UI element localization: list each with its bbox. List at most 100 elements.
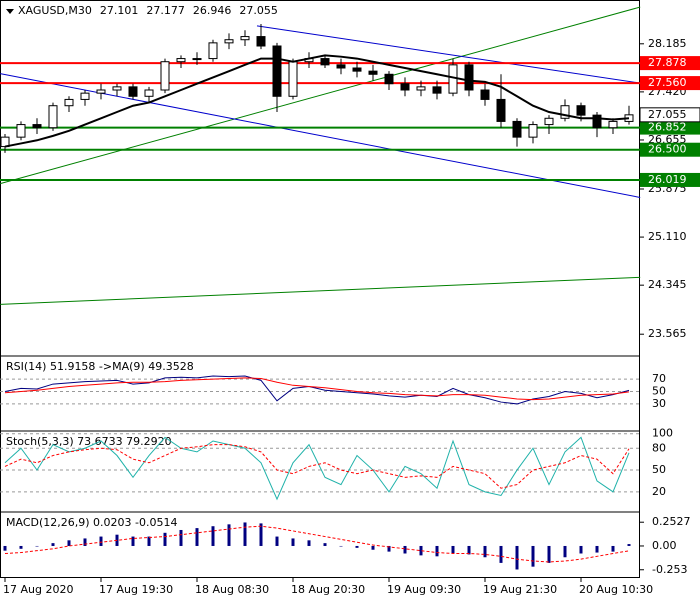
- histogram-bar: [515, 545, 519, 570]
- histogram-bar: [451, 545, 455, 554]
- indicator-title: Stoch(5,3,3) 73.6733 79.2920: [6, 435, 172, 448]
- last-price-tag: [639, 107, 700, 123]
- candle-body: [432, 86, 442, 94]
- x-tick-label: 18 Aug 08:30: [195, 583, 269, 596]
- y-tick-label: 23.565: [648, 327, 687, 340]
- candle-body: [16, 124, 26, 138]
- symbol: XAGUSD,M30: [18, 4, 92, 17]
- histogram-bar: [627, 544, 631, 546]
- histogram-bar: [67, 540, 71, 546]
- candle-body: [224, 39, 234, 44]
- histogram-bar: [35, 545, 39, 547]
- trendline: [0, 276, 641, 305]
- last-price-label: 27.055: [648, 108, 687, 121]
- header-value: 27.101: [100, 4, 139, 17]
- level-tag: [640, 120, 700, 135]
- y-tick-label: 24.345: [648, 278, 687, 291]
- candle-body: [464, 64, 474, 91]
- candle-body: [320, 58, 330, 66]
- candle-body: [368, 70, 378, 75]
- level-tag: [640, 142, 700, 157]
- histogram-bar: [307, 540, 311, 546]
- x-tick-label: 19 Aug 09:30: [387, 583, 461, 596]
- histogram-bar: [531, 545, 535, 567]
- candle-body: [576, 105, 586, 116]
- y-tick-label: 70: [652, 372, 666, 385]
- histogram-bar: [499, 545, 503, 563]
- level-label: 27.878: [648, 56, 687, 69]
- indicator-title: MACD(12,26,9) 0.0203 -0.0514: [6, 516, 177, 529]
- histogram-bar: [339, 545, 343, 547]
- candle-body: [64, 98, 74, 107]
- candle-body: [496, 98, 506, 122]
- candle-body: [400, 83, 410, 91]
- candle-body: [240, 36, 250, 41]
- histogram-bar: [131, 536, 135, 546]
- candle-body: [592, 114, 602, 129]
- candle-body: [176, 58, 186, 63]
- histogram-bar: [483, 545, 487, 558]
- indicator-line: [4, 377, 630, 401]
- histogram-bar: [403, 545, 407, 554]
- histogram-bar: [547, 545, 551, 563]
- histogram-bar: [563, 545, 567, 558]
- x-tick-label: 18 Aug 20:30: [291, 583, 365, 596]
- candle-body: [560, 105, 570, 119]
- histogram-bar: [419, 545, 423, 556]
- histogram-bar: [179, 529, 183, 546]
- y-tick-label: 25.110: [648, 230, 687, 243]
- histogram-bar: [355, 545, 359, 548]
- header-value: 27.177: [146, 4, 185, 17]
- histogram-bar: [195, 528, 199, 546]
- candle-body: [112, 86, 122, 91]
- indicator-line: [4, 375, 630, 405]
- level-label: 26.019: [648, 173, 687, 186]
- indicator-title: RSI(14) 51.9158 ->MA(9) 49.3528: [6, 360, 194, 373]
- candle-body: [336, 64, 346, 69]
- y-tick-label: 50: [652, 463, 666, 476]
- chart-title: XAGUSD,M30 27.101 27.177 26.946 27.055: [18, 4, 278, 17]
- histogram-bar: [467, 545, 471, 555]
- moving-average: [4, 54, 630, 148]
- x-tick-label: 17 Aug 2020: [3, 583, 73, 596]
- symbol-arrow: [6, 9, 14, 14]
- candle-body: [80, 92, 90, 100]
- candle-body: [608, 120, 618, 129]
- histogram-bar: [163, 532, 167, 546]
- indicator-line: [4, 436, 630, 501]
- y-tick-label: 20: [652, 485, 666, 498]
- candle-body: [352, 67, 362, 72]
- y-tick-label: -0.253: [652, 563, 687, 576]
- histogram-bar: [579, 545, 583, 554]
- candle-body: [448, 64, 458, 94]
- histogram-bar: [243, 522, 247, 546]
- candle-body: [208, 42, 218, 60]
- histogram-bar: [323, 543, 327, 546]
- frame: [0, 0, 640, 578]
- candle-body: [160, 61, 170, 91]
- y-tick-label: 0.00: [652, 539, 677, 552]
- candle-body: [528, 124, 538, 138]
- candle-body: [128, 86, 138, 97]
- candle-body: [384, 73, 394, 85]
- y-tick-label: 100: [652, 427, 673, 440]
- candle-body: [96, 89, 106, 94]
- histogram-bar: [275, 536, 279, 546]
- candle-body: [144, 89, 154, 97]
- y-tick-label: 80: [652, 441, 666, 454]
- histogram-bar: [435, 545, 439, 557]
- histogram-bar: [227, 524, 231, 546]
- y-tick-label: 28.185: [648, 37, 687, 50]
- histogram-bar: [147, 536, 151, 546]
- level-label: 26.852: [648, 121, 687, 134]
- histogram-bar: [3, 545, 7, 551]
- candle-body: [512, 120, 522, 138]
- histogram-bar: [387, 545, 391, 552]
- candle-body: [192, 58, 202, 61]
- histogram-bar: [99, 536, 103, 546]
- histogram-bar: [291, 538, 295, 546]
- histogram-bar: [19, 545, 23, 549]
- candle-body: [48, 105, 58, 129]
- candle-body: [480, 89, 490, 100]
- trendline: [256, 25, 641, 84]
